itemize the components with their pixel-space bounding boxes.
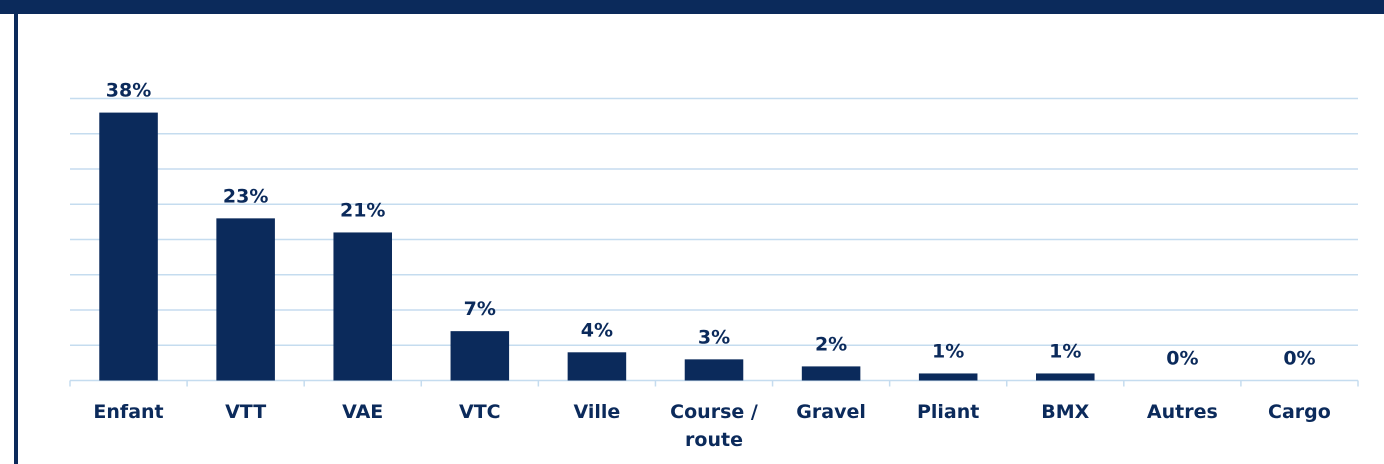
data-label: 0%: [1283, 348, 1315, 370]
x-tick-label: VTT: [225, 400, 267, 423]
bar: [99, 112, 158, 381]
data-label: 1%: [932, 340, 964, 362]
data-label: 23%: [223, 185, 268, 207]
x-tick-label: BMX: [1041, 400, 1090, 423]
x-tick-label: Enfant: [93, 400, 164, 423]
bar: [216, 218, 275, 381]
x-tick-label: Autres: [1146, 400, 1218, 423]
x-tick-label: Gravel: [796, 400, 866, 423]
data-label: 2%: [815, 333, 847, 355]
bar: [333, 232, 392, 381]
bar: [918, 373, 978, 381]
x-tick-label: Cargo: [1268, 400, 1331, 423]
data-label: 7%: [464, 298, 496, 320]
bar: [567, 352, 627, 381]
data-label: 1%: [1049, 340, 1081, 362]
bar: [450, 331, 510, 381]
x-tick-label: VAE: [342, 400, 384, 423]
x-tick-label: Course / route: [670, 400, 758, 451]
data-label: 3%: [698, 326, 730, 348]
x-tick-label: Pliant: [916, 400, 980, 423]
side-border: [14, 0, 18, 464]
data-label: 21%: [340, 199, 385, 221]
data-label: 4%: [581, 319, 613, 341]
header-bar: [0, 0, 1384, 14]
data-label: 38%: [106, 80, 151, 102]
bar: [801, 366, 861, 381]
data-label: 0%: [1166, 348, 1198, 370]
bar: [1036, 373, 1095, 381]
bar: [684, 359, 744, 381]
x-tick-label: VTC: [459, 400, 501, 423]
x-tick-label: Ville: [573, 400, 621, 423]
